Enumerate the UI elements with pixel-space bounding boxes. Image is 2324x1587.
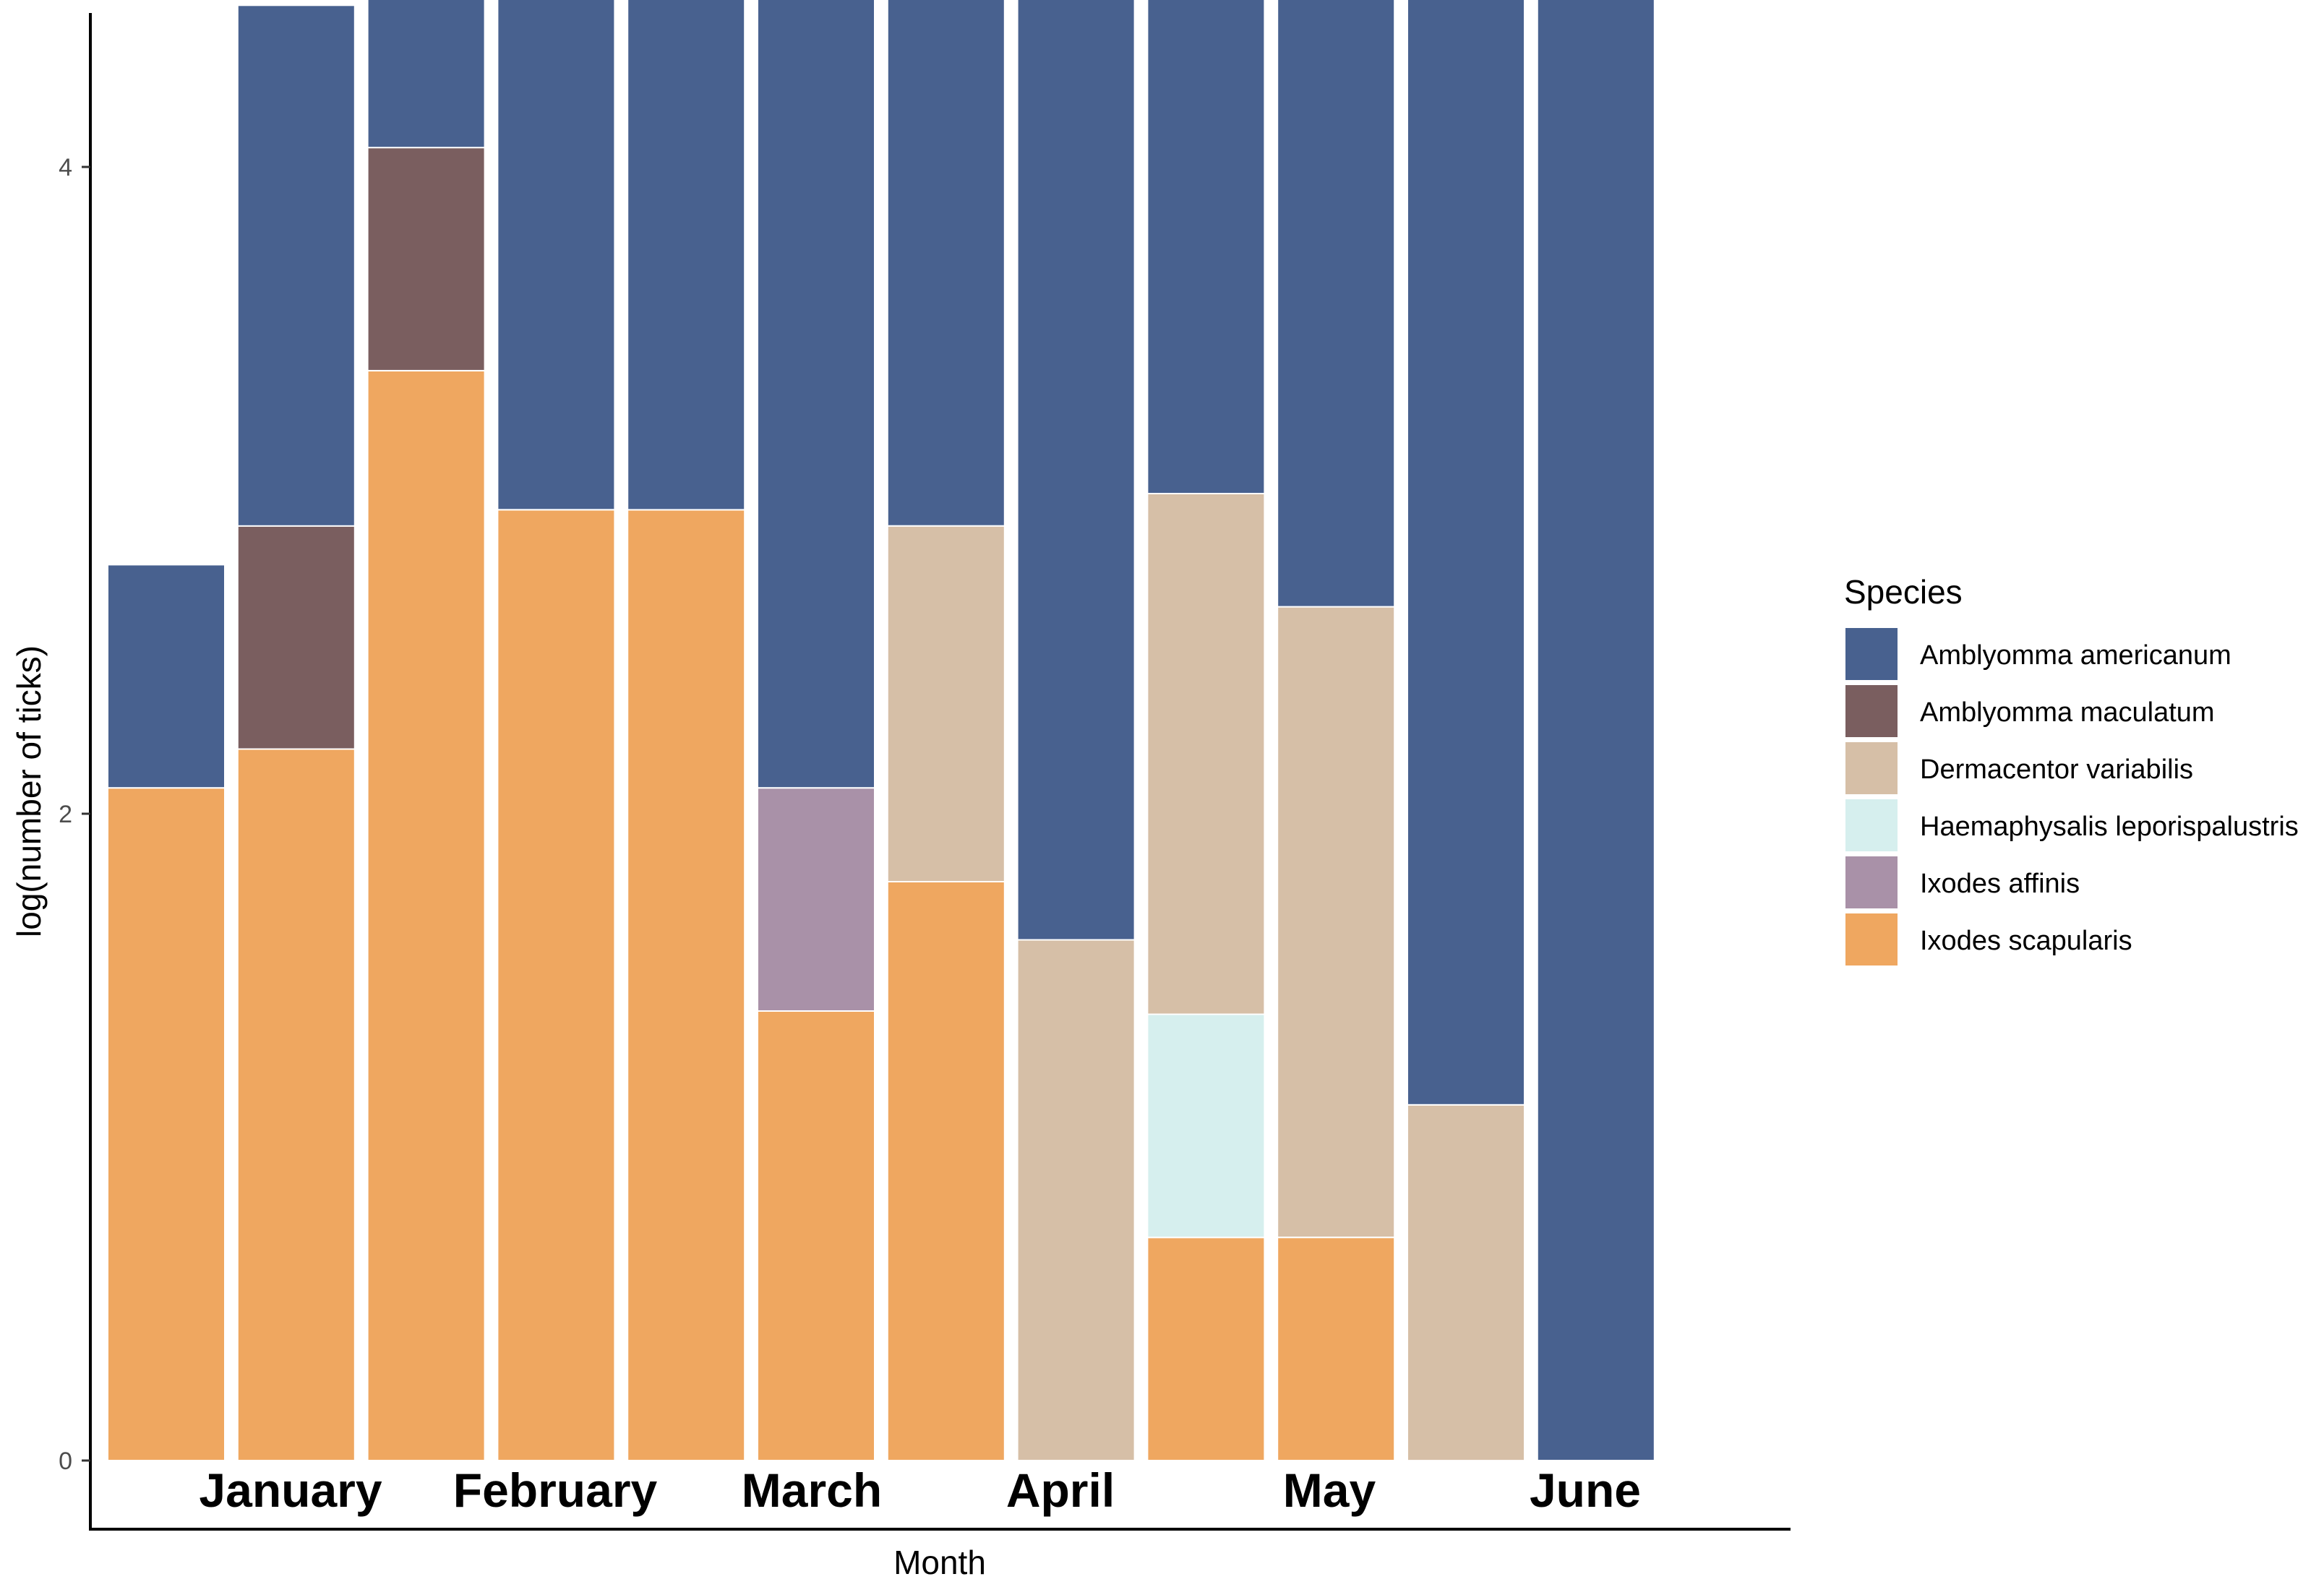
bar-2-segment-ixodes-scapularis (236, 748, 356, 1461)
legend-label-ixodes-scapularis: Ixodes scapularis (1920, 926, 2132, 956)
x-tick-label-march: March (742, 1463, 882, 1517)
x-axis-title: Month (893, 1544, 986, 1581)
legend-swatch-amblyomma-americanum (1845, 628, 1898, 680)
bar-9-segment-ixodes-scapularis (1146, 1237, 1266, 1461)
bar-7-segment-amblyomma-americanum (886, 0, 1006, 527)
bar-9-segment-haemaphysalis-leporispalustris (1146, 1013, 1266, 1239)
y-axis-title: log(number of ticks) (10, 645, 48, 937)
bar-11-segment-amblyomma-americanum (1407, 0, 1525, 1106)
x-tick-label-february: February (453, 1463, 658, 1517)
legend-label-amblyomma-maculatum: Amblyomma maculatum (1920, 697, 2215, 728)
legend-swatch-haemaphysalis-leporispalustris (1845, 799, 1898, 851)
x-tick-label-january: January (199, 1463, 382, 1517)
legend-label-dermacentor-variabilis: Dermacentor variabilis (1920, 754, 2193, 785)
bar-7-segment-dermacentor-variabilis (886, 525, 1006, 882)
bar-5-segment-amblyomma-americanum (627, 0, 746, 511)
bar-11-segment-dermacentor-variabilis (1407, 1104, 1525, 1462)
bar-4-segment-amblyomma-americanum (497, 0, 616, 511)
y-tick-label: 2 (59, 801, 72, 828)
bar-3-segment-amblyomma-maculatum (366, 147, 486, 371)
x-tick-labels: January February March April May June (199, 1463, 1641, 1517)
legend-label-amblyomma-americanum: Amblyomma americanum (1920, 640, 2231, 671)
bar-5-segment-ixodes-scapularis (627, 509, 746, 1461)
legend-label-haemaphysalis-leporispalustris: Haemaphysalis leporispalustris (1920, 812, 2299, 842)
x-tick-label-april: April (1006, 1463, 1115, 1517)
legend-swatch-dermacentor-variabilis (1845, 742, 1898, 794)
legend-title: Species (1844, 573, 1963, 611)
bar-3-segment-amblyomma-americanum (366, 0, 486, 149)
bar-1-segment-ixodes-scapularis (107, 787, 226, 1461)
bar-2-segment-amblyomma-maculatum (236, 525, 356, 750)
bar-12-segment-amblyomma-americanum (1536, 0, 1655, 1462)
legend-label-ixodes-affinis: Ixodes affinis (1920, 869, 2080, 899)
bar-9-segment-dermacentor-variabilis (1146, 493, 1266, 1015)
legend-swatch-ixodes-affinis (1845, 856, 1898, 908)
bar-10-segment-ixodes-scapularis (1277, 1237, 1396, 1461)
y-ticks: 02468 (59, 154, 90, 1475)
bar-6-segment-ixodes-scapularis (757, 1010, 875, 1461)
y-tick-label: 4 (59, 154, 72, 181)
legend: Species Amblyomma americanum Amblyomma ma… (1844, 573, 2299, 965)
bar-3-segment-ixodes-scapularis (366, 369, 486, 1461)
bar-8-segment-dermacentor-variabilis (1016, 939, 1136, 1461)
bar-10-segment-dermacentor-variabilis (1277, 606, 1396, 1239)
x-tick-label-june: June (1530, 1463, 1641, 1517)
bars-layer (107, 0, 1655, 1462)
bar-1-segment-amblyomma-americanum (107, 564, 226, 789)
bar-6-segment-amblyomma-americanum (757, 0, 875, 789)
y-tick-label: 0 (59, 1448, 72, 1475)
legend-swatch-ixodes-scapularis (1845, 913, 1898, 965)
bar-8-segment-amblyomma-americanum (1016, 0, 1136, 941)
bar-6-segment-ixodes-affinis (757, 787, 875, 1012)
x-tick-label-may: May (1283, 1463, 1376, 1517)
bar-2-segment-amblyomma-americanum (236, 4, 356, 527)
bar-4-segment-ixodes-scapularis (497, 509, 616, 1461)
bar-9-segment-amblyomma-americanum (1146, 0, 1266, 494)
bar-10-segment-amblyomma-americanum (1277, 0, 1396, 608)
legend-swatch-amblyomma-maculatum (1845, 685, 1898, 737)
bar-7-segment-ixodes-scapularis (886, 881, 1006, 1461)
